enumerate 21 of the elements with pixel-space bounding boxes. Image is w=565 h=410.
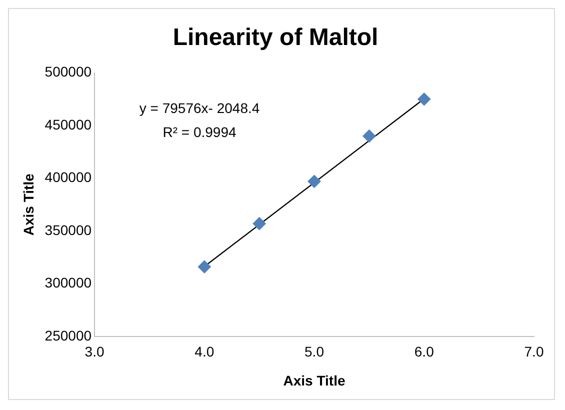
x-tick-label: 5.0: [304, 344, 324, 360]
annotation: y = 79576x- 2048.4: [139, 100, 260, 116]
x-tick-label: 6.0: [414, 344, 434, 360]
y-tick-label: 500000: [44, 64, 92, 80]
point: [252, 217, 266, 230]
y-tick-label: 450000: [44, 116, 92, 132]
x-axis-title: Axis Title: [283, 372, 346, 388]
y-tick-label: 350000: [44, 222, 92, 238]
chart-title: Linearity of Maltol: [172, 24, 378, 52]
x-tick-label: 3.0: [84, 344, 104, 360]
point: [418, 92, 431, 106]
y-tick-label: 400000: [44, 169, 92, 186]
y-tick-label: 250000: [44, 327, 92, 344]
point: [308, 174, 321, 188]
x-tick-label: 4.0: [194, 344, 214, 360]
point: [362, 130, 376, 143]
x-tick-label: 7.0: [524, 344, 544, 360]
annotation: R² = 0.9994: [162, 124, 236, 140]
y-tick-label: 300000: [44, 274, 92, 291]
y-axis-title: Axis Title: [20, 173, 36, 236]
point: [198, 260, 211, 274]
